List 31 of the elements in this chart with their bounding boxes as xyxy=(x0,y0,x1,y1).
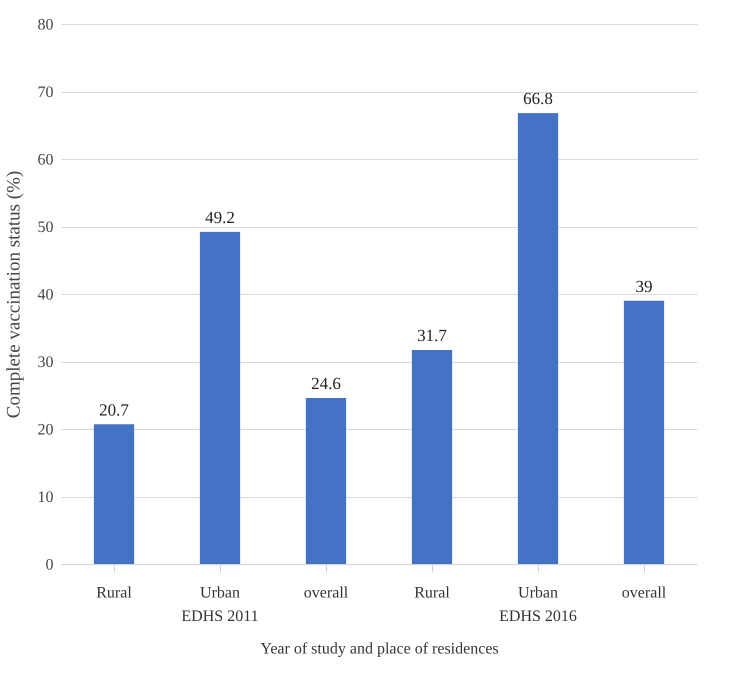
x-tick-label: Rural xyxy=(96,584,132,602)
y-tick-label: 50 xyxy=(38,219,54,236)
x-tick-label: Rural xyxy=(414,584,450,602)
y-tick-label: 70 xyxy=(38,84,54,101)
bar xyxy=(200,232,240,564)
data-label: 66.8 xyxy=(523,89,553,108)
y-tick-label: 60 xyxy=(38,152,54,168)
data-label: 20.7 xyxy=(99,400,130,420)
data-label: 49.2 xyxy=(205,208,235,227)
x-tick-label: Urban xyxy=(518,584,558,602)
bar xyxy=(306,398,346,564)
y-tick-label: 40 xyxy=(38,286,54,304)
bar xyxy=(412,350,452,564)
bar xyxy=(518,113,558,564)
data-label: 39 xyxy=(636,276,652,296)
y-tick-label: 80 xyxy=(38,16,54,34)
x-axis-title: Year of study and place of residences xyxy=(260,640,499,658)
y-tick-label: 0 xyxy=(46,556,54,574)
data-label: 24.6 xyxy=(311,374,341,393)
x-tick-label: overall xyxy=(622,584,667,602)
y-tick-label: 10 xyxy=(38,489,54,506)
bar xyxy=(94,424,134,564)
data-label: 31.7 xyxy=(417,326,448,346)
y-tick-label: 30 xyxy=(38,354,54,371)
x-tick-label: overall xyxy=(304,584,349,602)
bar xyxy=(624,300,664,564)
y-axis-title: Complete vaccination status (%) xyxy=(4,170,24,418)
text: EDHS 2011 xyxy=(181,608,259,625)
text: EDHS 2016 xyxy=(499,608,577,625)
y-tick-label: 20 xyxy=(38,422,54,438)
x-tick-label: Urban xyxy=(200,584,240,602)
